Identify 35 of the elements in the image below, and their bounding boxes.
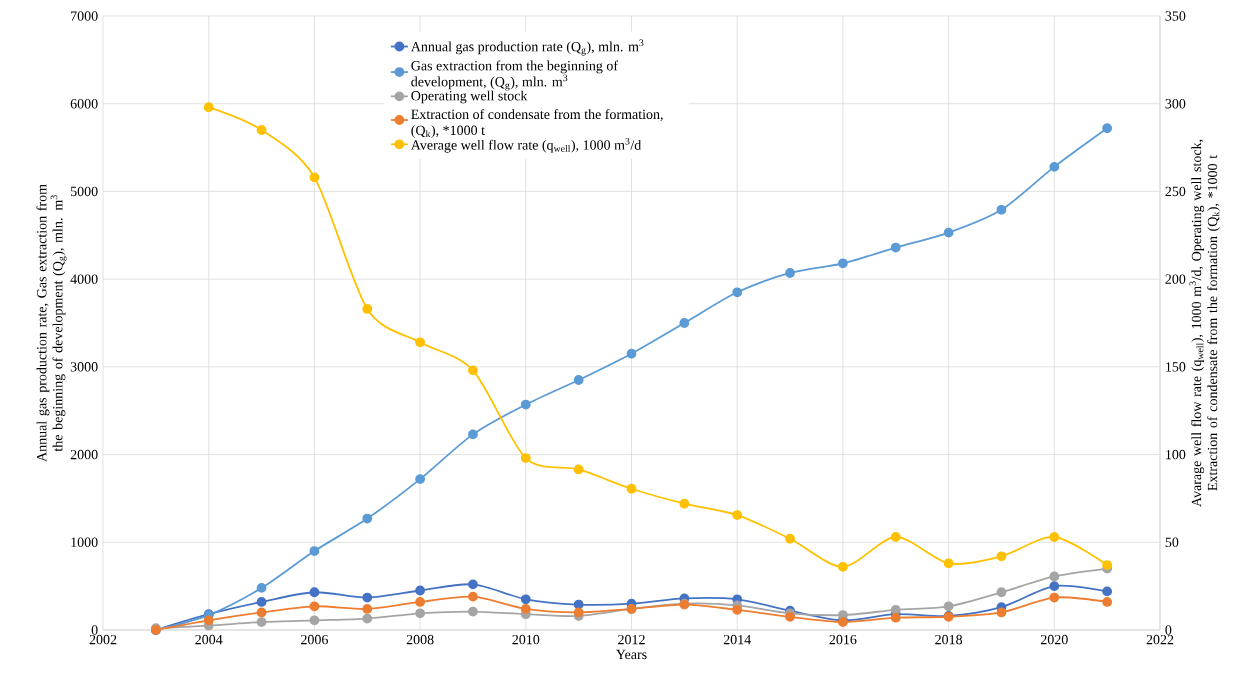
y-tick-label: 1000 [71,537,98,547]
x-axis-title: Years [616,649,647,660]
legend-label: Operating well stock [411,90,528,104]
y-tick-label: 7000 [71,11,98,21]
y-axis-title: Annual gas production rate, Gas extraction from the beginning of development (Q$_{g}$), mln. m$^{3}$ [36,184,67,462]
y2-tick-label: 150 [1166,362,1186,372]
y2-axis-title: Avarage well flow rate (q$_{well}$), 1000 m$^{3}$/d, Operating well stock, Extraction of condensate from the formation (Q$_{k}$), *1000 t [1189,139,1221,507]
x-tick-label: 2002 [89,634,117,645]
y-tick-label: 6000 [70,98,98,109]
x-tick-label: 2014 [723,634,751,645]
y-tick-label: 4000 [70,274,98,284]
y2-tick-label: 100 [1166,449,1186,460]
x-tick-label: 2022 [1146,634,1174,645]
x-tick-label: 2006 [301,634,328,645]
y2-tick-label: 300 [1165,98,1186,109]
x-tick-label: 2016 [829,634,857,645]
y2-tick-label: 0 [1165,625,1172,635]
x-tick-label: 2012 [618,634,645,645]
legend-label: Average well flow rate (q$_{well}$), 1000 m$^{3}$/d [410,137,642,153]
y2-tick-label: 250 [1165,186,1186,197]
y-tick-label: 3000 [70,362,98,372]
legend-label: Extraction of condensate from the formation, (Q$_{k}$), *1000 t [411,109,663,138]
x-tick-label: 2018 [935,634,963,645]
legend-label: Gas extraction from the beginning of development, (Q$_{g}$), mln. m$^{3}$ [411,60,619,91]
y2-tick-label: 350 [1165,11,1186,21]
x-tick-label: 2010 [512,634,540,645]
x-tick-label: 2004 [195,634,223,645]
y-tick-label: 0 [91,625,98,635]
y2-tick-label: 50 [1165,537,1179,547]
x-tick-label: 2020 [1040,634,1068,645]
y-tick-label: 5000 [70,186,98,197]
legend-label: Annual gas production rate (Q$_{g}$), mln. m$^{3}$ [410,39,644,56]
x-tick-label: 2008 [406,634,434,645]
y2-tick-label: 200 [1165,274,1186,284]
y-tick-label: 2000 [70,449,98,460]
